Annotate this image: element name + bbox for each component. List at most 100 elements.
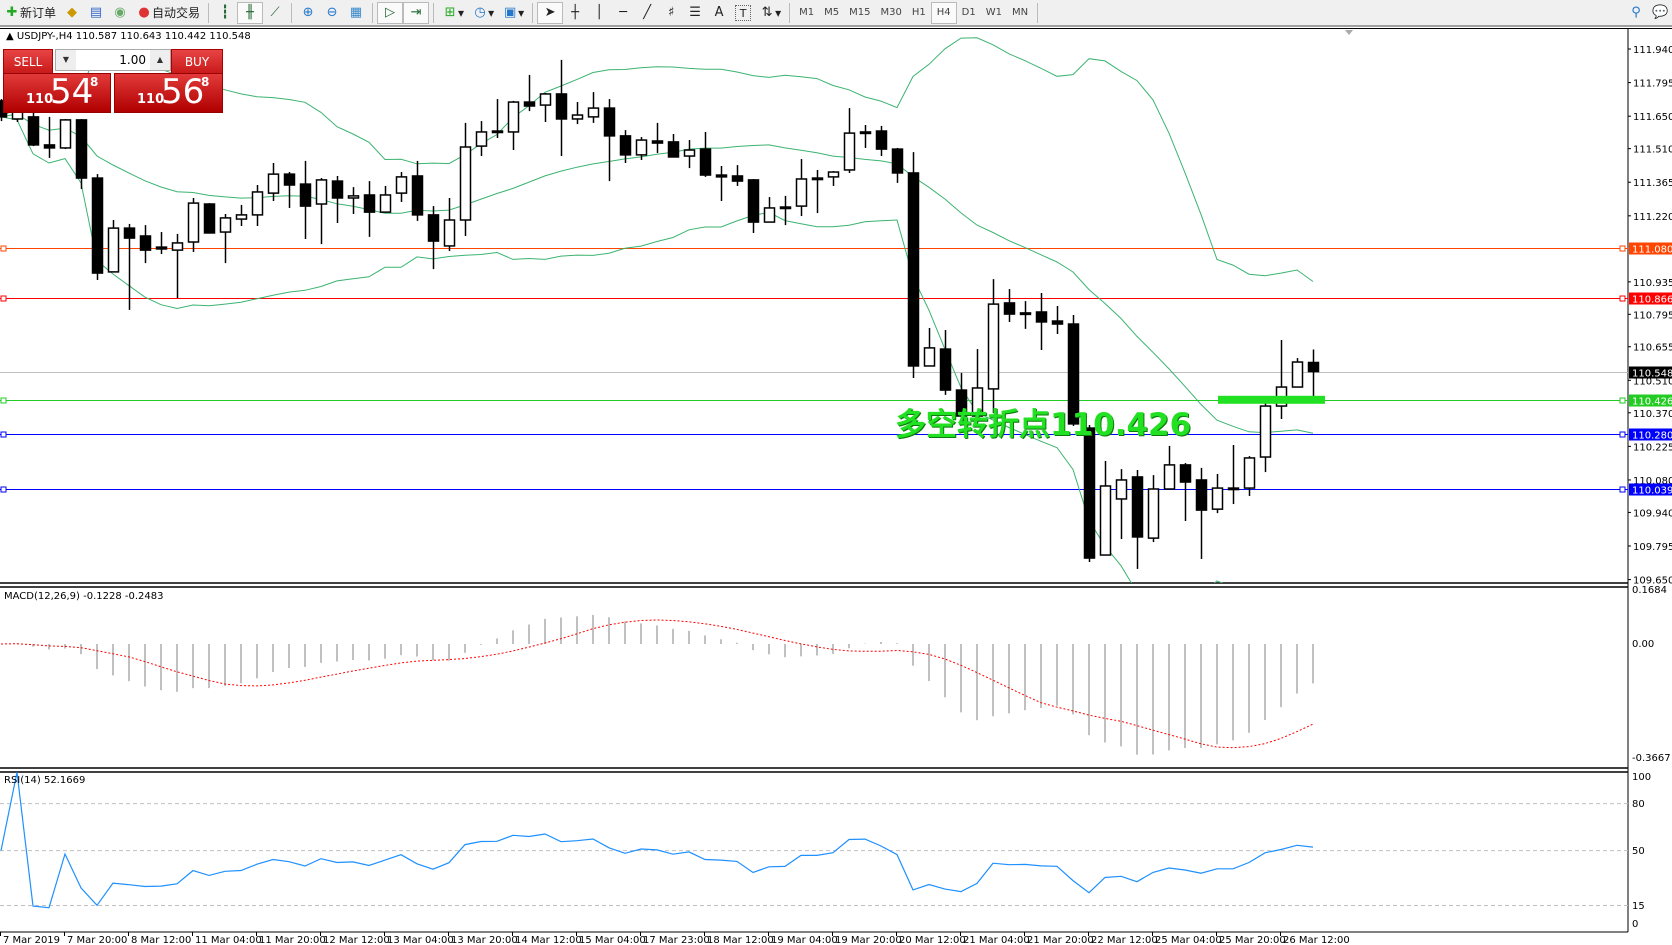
time-label: 12 Mar 12:00 [323,935,390,945]
templates-button[interactable]: ▣ ▾ [503,4,525,20]
fibonacci-button[interactable]: ♯ [659,2,683,24]
time-label: 13 Mar 04:00 [387,935,454,945]
candle-body [1099,485,1112,556]
candle [971,349,984,417]
candle-body [1163,464,1176,490]
line-chart-button[interactable]: ⟋ [263,2,287,24]
sell-button[interactable]: SELL [3,49,53,74]
sell-price[interactable]: 110 54 8 [3,72,111,113]
line-handle [0,431,7,438]
chart-window[interactable]: 111.940 111.795 111.650 111.510 111.365 111.2… [0,28,1672,945]
divider [532,2,534,23]
bar-chart-button[interactable]: ┇ [213,2,237,24]
price-tag [1629,366,1672,379]
candle-body [1195,479,1208,511]
lot-size-stepper[interactable]: ▼ 1.00 ▲ [55,49,171,71]
candle-body [971,387,984,417]
lot-size-input[interactable]: 1.00 [76,50,150,70]
candle [667,134,680,158]
rsi-tick-label: 100 [1632,772,1651,783]
indicators-button[interactable]: ⊞ ▾ [438,2,468,24]
candle-body [587,107,600,118]
autoscroll-button[interactable]: ▷ [377,1,404,24]
timeframe-m15[interactable]: M15 [849,7,871,18]
chart-canvas[interactable]: 111.940 111.795 111.650 111.510 111.365 111.2… [0,29,1672,945]
timeframe-h4[interactable]: H4 [930,1,957,24]
increase-lot-icon[interactable]: ▲ [156,55,164,64]
time-label: 13 Mar 20:00 [451,935,518,945]
candle-body [347,195,360,199]
signals-button[interactable]: ◉ [108,2,132,24]
timeframe-w1[interactable]: W1 [985,7,1002,18]
timeframe-h1[interactable]: H1 [911,7,926,18]
new-order-button[interactable]: ✚ 新订单 [0,2,60,24]
label-icon: T [735,4,752,21]
candle-body [555,93,568,120]
history-button[interactable]: ◆ [60,2,84,24]
decrease-lot-icon[interactable]: ▼ [62,55,70,64]
buy-button[interactable]: BUY [171,49,223,74]
time-label: 25 Mar 20:00 [1219,935,1286,945]
chart-shift-marker [1345,30,1353,35]
arrows-button[interactable]: ⇅ ▾ [755,2,785,24]
candle [811,169,824,214]
candle-body [763,207,776,223]
rsi-tick-label: 15 [1632,901,1645,912]
zoom-out-button[interactable]: ⊖ [320,2,344,24]
candle-body [987,303,1000,390]
search-button[interactable]: ⚲ [1624,2,1648,24]
chart-symbol-ohlc: USDJPY-,H4 110.587 110.643 110.442 110.5… [16,31,251,42]
candle [267,162,280,201]
tile-button[interactable]: ▦ [344,2,368,24]
collapse-icon[interactable]: ▲ [6,31,17,42]
chat-button[interactable]: 💬 [1648,2,1672,24]
time-label: 7 Mar 20:00 [67,935,127,945]
rsi-tick-label: 0 [1632,919,1638,930]
candle-body [443,219,456,247]
zoom-in-button[interactable]: ⊕ [296,2,320,24]
candle [635,137,648,160]
indicators-icon: ⊞ [444,4,456,20]
new-order-icon: ✚ [6,4,18,20]
time-label: 11 Mar 20:00 [259,935,326,945]
buy-price[interactable]: 110 56 8 [114,72,223,113]
timeframe-m1[interactable]: M1 [799,7,815,18]
candle [603,99,616,182]
channel-button[interactable]: ☰ [683,2,707,24]
bar-chart-icon: ┇ [221,4,229,20]
candle [59,118,72,150]
timeframe-mn[interactable]: MN [1011,7,1029,18]
chart-header: ▲ USDJPY-,H4 110.587 110.643 110.442 110… [6,31,251,42]
label-tool-button[interactable]: T [731,2,755,24]
timeframe-d1[interactable]: D1 [961,7,976,18]
vertical-line-button[interactable]: │ [587,2,611,24]
time-label: 15 Mar 04:00 [579,935,646,945]
trendline-button[interactable]: ╱ [635,2,659,24]
periods-button[interactable]: ◷ ▾ [468,2,498,24]
timeframe-m5[interactable]: M5 [824,7,840,18]
crosshair-button[interactable]: ┼ [563,2,587,24]
candle [139,225,152,264]
rsi-tick-label: 50 [1632,846,1645,857]
candle-body [315,179,328,205]
candle [155,232,168,255]
price-tick-label: 111.365 [1633,178,1672,189]
text-tool-button[interactable]: A [707,2,731,24]
candle-body [891,148,904,174]
market-watch-button[interactable]: ▤ [84,2,108,24]
horizontal-line-button[interactable]: ─ [611,2,635,24]
chart-shift-button[interactable]: ⇥ [403,1,430,24]
candle-body [699,148,712,176]
price-panel [0,37,1628,583]
line-handle [1619,431,1626,438]
cursor-button[interactable]: ➤ [537,1,564,24]
line-handle [0,486,7,493]
fibonacci-icon: ♯ [667,4,675,20]
timeframe-m30[interactable]: M30 [880,7,902,18]
candle [27,112,40,147]
candle-body [571,114,584,120]
price-tag [1629,483,1672,496]
candlestick-button[interactable]: ╫ [237,1,264,24]
line-handle [0,245,7,252]
auto-trading-button[interactable]: ● 自动交易 [132,2,204,24]
